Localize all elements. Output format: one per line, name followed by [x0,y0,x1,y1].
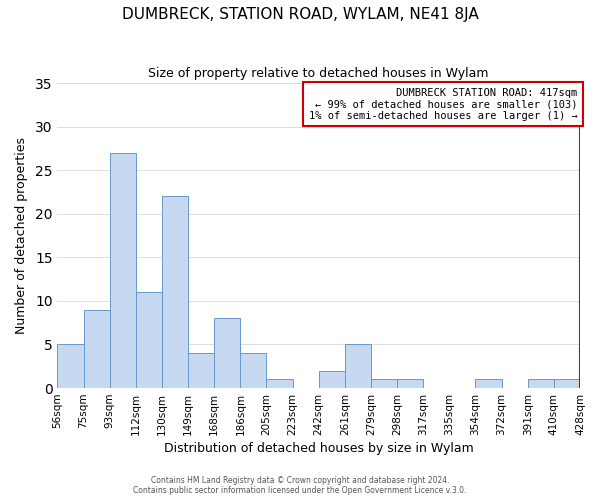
Bar [397,380,423,388]
Bar [241,353,266,388]
Bar [58,344,83,388]
Bar [214,318,241,388]
Bar [266,380,293,388]
Bar [136,292,162,388]
Bar [110,153,136,388]
Bar [83,310,110,388]
Bar [475,380,502,388]
Text: DUMBRECK, STATION ROAD, WYLAM, NE41 8JA: DUMBRECK, STATION ROAD, WYLAM, NE41 8JA [122,8,478,22]
Bar [554,380,580,388]
Bar [371,380,397,388]
X-axis label: Distribution of detached houses by size in Wylam: Distribution of detached houses by size … [164,442,473,455]
Y-axis label: Number of detached properties: Number of detached properties [15,137,28,334]
Bar [162,196,188,388]
Text: DUMBRECK STATION ROAD: 417sqm
← 99% of detached houses are smaller (103)
1% of s: DUMBRECK STATION ROAD: 417sqm ← 99% of d… [308,88,577,121]
Bar [319,370,345,388]
Text: Contains HM Land Registry data © Crown copyright and database right 2024.
Contai: Contains HM Land Registry data © Crown c… [133,476,467,495]
Title: Size of property relative to detached houses in Wylam: Size of property relative to detached ho… [148,68,489,80]
Bar [345,344,371,388]
Bar [188,353,214,388]
Bar [528,380,554,388]
